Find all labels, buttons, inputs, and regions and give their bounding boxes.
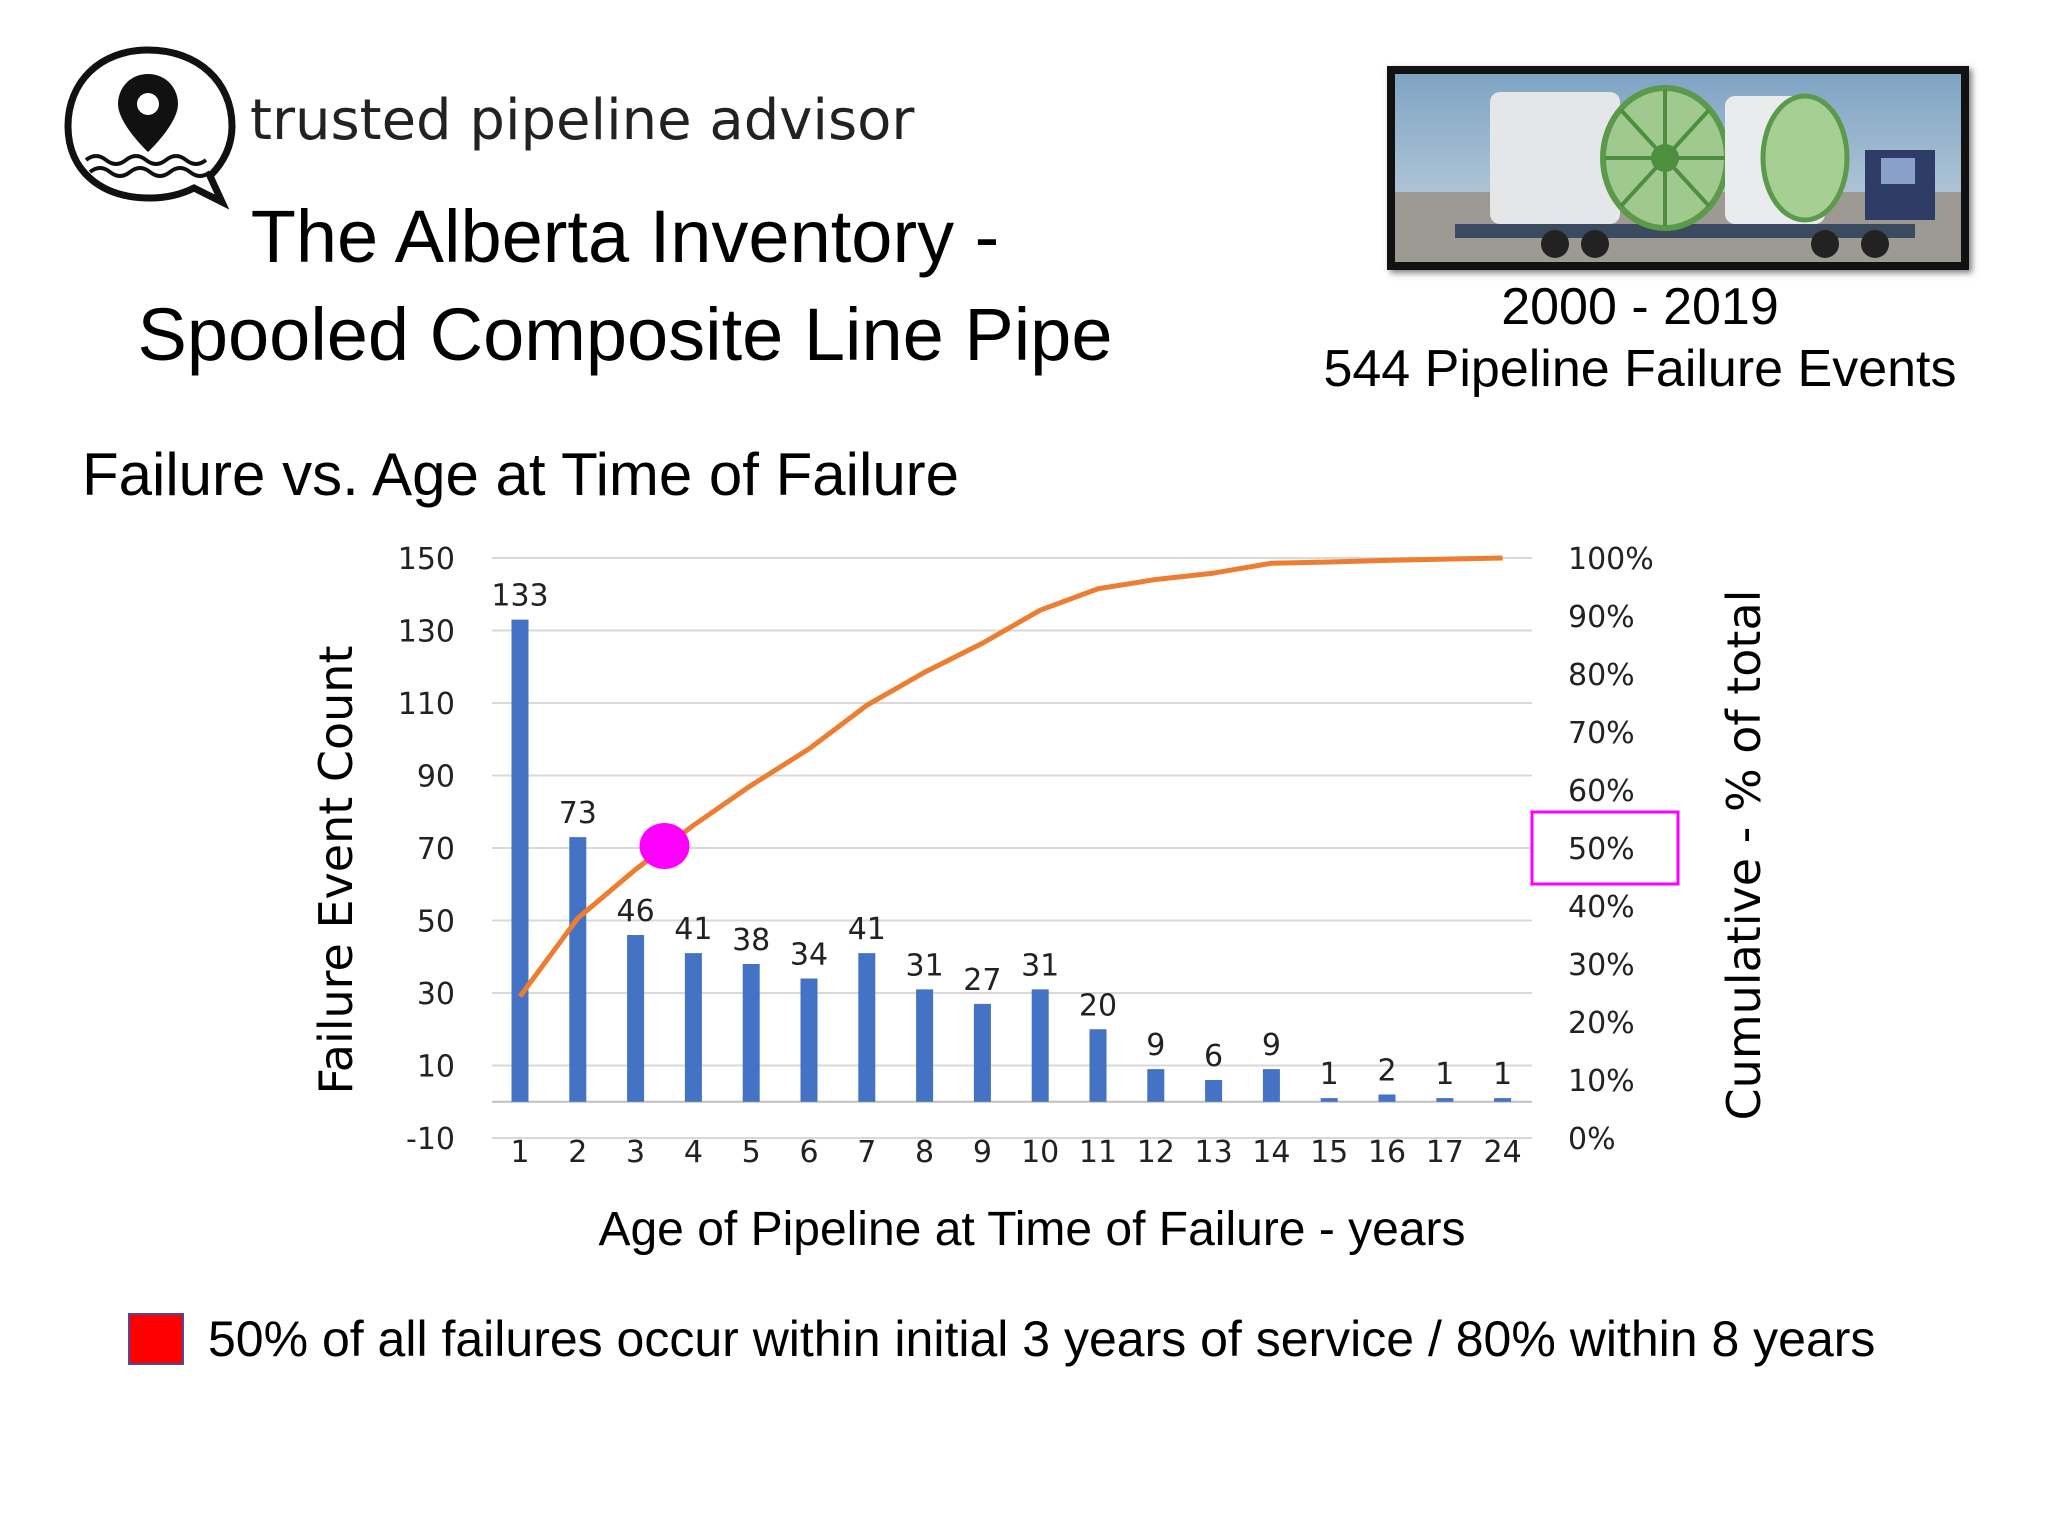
y2-tick-label: 80% [1568, 658, 1635, 693]
cumulative-line [517, 555, 1503, 998]
y2-tick-label: 100% [1568, 542, 1654, 577]
bar-value-label: 133 [491, 579, 548, 614]
bar-value-label: 9 [1262, 1028, 1281, 1063]
x-tick-label: 16 [1368, 1135, 1406, 1170]
y-tick-label: 70 [417, 832, 455, 867]
x-tick-label: 11 [1079, 1135, 1117, 1170]
bar-value-label: 46 [617, 894, 655, 929]
bar [916, 989, 934, 1102]
y2-tick-label: 70% [1568, 716, 1635, 751]
x-tick-label: 5 [742, 1135, 761, 1170]
x-tick-label: 4 [684, 1135, 703, 1170]
bar-value-label: 2 [1377, 1054, 1396, 1089]
bar-value-label: 20 [1079, 988, 1117, 1023]
failure-events-count: 544 Pipeline Failure Events [1323, 340, 1957, 398]
y-tick-label: 10 [417, 1050, 455, 1085]
x-tick-label: 8 [915, 1135, 934, 1170]
note-text: 50% of all failures occur within initial… [208, 1311, 1876, 1367]
x-tick-label: 1 [510, 1135, 529, 1170]
x-tick-label: 14 [1252, 1135, 1290, 1170]
bar [1320, 1098, 1338, 1102]
bar [1262, 1069, 1280, 1102]
key-finding-note: 50% of all failures occur within initial… [128, 1310, 1875, 1368]
x-tick-label: 15 [1310, 1135, 1348, 1170]
note-swatch [128, 1313, 184, 1365]
bar [1205, 1080, 1223, 1102]
y2-tick-label: 90% [1568, 600, 1635, 635]
brand-name: trusted pipeline advisor [250, 88, 915, 153]
y2-tick-label: 0% [1568, 1122, 1616, 1157]
bar-value-label: 27 [963, 963, 1001, 998]
x-tick-label: 2 [568, 1135, 587, 1170]
bar [1494, 1098, 1512, 1102]
page-title: The Alberta Inventory - Spooled Composit… [100, 188, 1150, 384]
y-tick-label: 50 [417, 905, 455, 940]
chart-subtitle: Failure vs. Age at Time of Failure [82, 441, 960, 508]
bar-value-label: 9 [1146, 1028, 1165, 1063]
bar-value-label: 1 [1435, 1057, 1454, 1092]
y2-tick-label: 50% [1568, 832, 1635, 867]
fifty-percent-highlight-box [1530, 810, 1680, 886]
bar-value-label: 31 [1021, 948, 1059, 983]
bar [627, 935, 645, 1102]
bar [1378, 1094, 1396, 1102]
bar-value-label: 1 [1493, 1057, 1512, 1092]
x-tick-label: 7 [857, 1135, 876, 1170]
y-tick-label: -10 [406, 1122, 455, 1157]
bar [511, 619, 529, 1102]
bar [858, 953, 876, 1102]
bar [684, 953, 702, 1102]
title-line-1: The Alberta Inventory - [250, 195, 1000, 278]
bar [1089, 1029, 1107, 1102]
y2-tick-label: 20% [1568, 1006, 1635, 1041]
x-tick-label: 10 [1021, 1135, 1059, 1170]
y2-tick-label: 40% [1568, 890, 1635, 925]
x-tick-label: 12 [1137, 1135, 1175, 1170]
period-summary: 2000 - 2019 544 Pipeline Failure Events [1300, 276, 1980, 400]
x-tick-label: 13 [1195, 1135, 1233, 1170]
fifty-percent-marker [639, 823, 690, 869]
bar [1031, 989, 1049, 1102]
y2-axis-label: Cumulative - % of total [1717, 590, 1771, 1121]
bar [800, 978, 818, 1102]
bar-value-label: 6 [1204, 1039, 1223, 1074]
y2-tick-label: 60% [1568, 774, 1635, 809]
x-tick-label: 24 [1484, 1135, 1522, 1170]
bar [973, 1003, 991, 1102]
x-tick-label: 17 [1426, 1135, 1464, 1170]
brand-logo-icon [64, 46, 236, 210]
x-tick-label: 3 [626, 1135, 645, 1170]
y-tick-label: 110 [398, 687, 455, 722]
bar-value-label: 41 [674, 912, 712, 947]
y-axis-label: Failure Event Count [309, 646, 363, 1095]
x-axis-label: Age of Pipeline at Time of Failure - yea… [598, 1203, 1465, 1256]
y-tick-label: 150 [398, 542, 455, 577]
y-tick-label: 30 [417, 977, 455, 1012]
x-tick-label: 6 [799, 1135, 818, 1170]
bar-value-label: 41 [848, 912, 886, 947]
period-years: 2000 - 2019 [1501, 278, 1779, 336]
bar [1147, 1069, 1165, 1102]
x-tick-label: 9 [973, 1135, 992, 1170]
title-line-2: Spooled Composite Line Pipe [137, 293, 1113, 376]
y-tick-label: 130 [398, 615, 455, 650]
bar [742, 964, 760, 1102]
bar [569, 837, 587, 1102]
bar-value-label: 31 [906, 948, 944, 983]
bar-value-label: 73 [559, 796, 597, 831]
bar-value-label: 34 [790, 938, 828, 973]
bar [1436, 1098, 1454, 1102]
bar-value-label: 38 [732, 923, 770, 958]
bar-value-label: 1 [1320, 1057, 1339, 1092]
y2-tick-label: 10% [1568, 1064, 1635, 1099]
spooled-pipe-truck-photo [1387, 66, 1969, 270]
y2-tick-label: 30% [1568, 948, 1635, 983]
y-tick-label: 90 [417, 760, 455, 795]
